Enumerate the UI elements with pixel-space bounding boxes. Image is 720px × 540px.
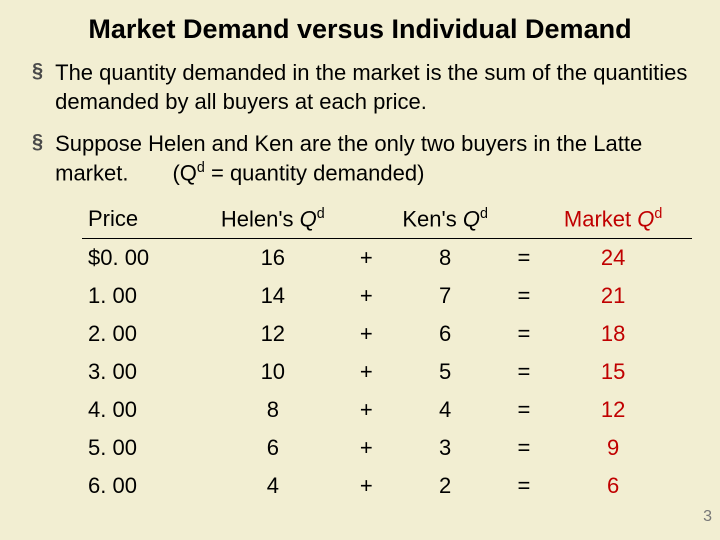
bullet-text: Suppose Helen and Ken are the only two b…: [55, 130, 692, 188]
table-cell: 6: [377, 315, 514, 353]
table-cell: 3: [377, 429, 514, 467]
col-price: Price: [82, 202, 190, 239]
table-cell: 12: [190, 315, 356, 353]
bullet-list: § The quantity demanded in the market is…: [32, 59, 692, 188]
table-cell: =: [514, 315, 535, 353]
table-header-row: Price Helen's Qd Ken's Qd Market Qd: [82, 202, 692, 239]
table-cell: +: [356, 353, 377, 391]
table-row: $0. 0016+8=24: [82, 239, 692, 278]
table-row: 1. 0014+7=21: [82, 277, 692, 315]
table-cell: =: [514, 429, 535, 467]
table-cell: =: [514, 239, 535, 278]
table-cell: 5. 00: [82, 429, 190, 467]
bullet-item: § The quantity demanded in the market is…: [32, 59, 692, 116]
table-cell: 2. 00: [82, 315, 190, 353]
table-cell: 5: [377, 353, 514, 391]
table-cell: $0. 00: [82, 239, 190, 278]
table-cell: =: [514, 467, 535, 505]
table-cell: 6: [190, 429, 356, 467]
table-cell: 9: [534, 429, 692, 467]
bullet-marker: §: [32, 130, 43, 154]
demand-table: Price Helen's Qd Ken's Qd Market Qd $0. …: [82, 202, 692, 505]
table-row: 4. 008+4=12: [82, 391, 692, 429]
table-cell: =: [514, 391, 535, 429]
table-cell: +: [356, 429, 377, 467]
table-cell: 1. 00: [82, 277, 190, 315]
table-cell: 15: [534, 353, 692, 391]
table-cell: 3. 00: [82, 353, 190, 391]
bullet-text: The quantity demanded in the market is t…: [55, 59, 692, 116]
table-cell: 4. 00: [82, 391, 190, 429]
table-cell: 6: [534, 467, 692, 505]
table-cell: +: [356, 315, 377, 353]
table-cell: 14: [190, 277, 356, 315]
table-cell: 2: [377, 467, 514, 505]
bullet-marker: §: [32, 59, 43, 83]
col-op2: [514, 202, 535, 239]
table-cell: 18: [534, 315, 692, 353]
table-cell: 7: [377, 277, 514, 315]
table-row: 2. 0012+6=18: [82, 315, 692, 353]
table-cell: 10: [190, 353, 356, 391]
table-cell: 21: [534, 277, 692, 315]
table-cell: 16: [190, 239, 356, 278]
table-cell: 12: [534, 391, 692, 429]
table-cell: 8: [190, 391, 356, 429]
page-number: 3: [703, 508, 712, 526]
slide-title: Market Demand versus Individual Demand: [28, 14, 692, 45]
col-ken: Ken's Qd: [377, 202, 514, 239]
table-row: 6. 004+2=6: [82, 467, 692, 505]
table-cell: 8: [377, 239, 514, 278]
table-cell: 4: [377, 391, 514, 429]
table-cell: =: [514, 277, 535, 315]
table-row: 3. 0010+5=15: [82, 353, 692, 391]
table-row: 5. 006+3=9: [82, 429, 692, 467]
table-cell: +: [356, 277, 377, 315]
col-market: Market Qd: [534, 202, 692, 239]
table-cell: +: [356, 467, 377, 505]
bullet-item: § Suppose Helen and Ken are the only two…: [32, 130, 692, 188]
col-helen: Helen's Qd: [190, 202, 356, 239]
table-cell: 24: [534, 239, 692, 278]
table-cell: +: [356, 239, 377, 278]
table-cell: +: [356, 391, 377, 429]
table-cell: 6. 00: [82, 467, 190, 505]
col-op1: [356, 202, 377, 239]
table-cell: =: [514, 353, 535, 391]
table-cell: 4: [190, 467, 356, 505]
